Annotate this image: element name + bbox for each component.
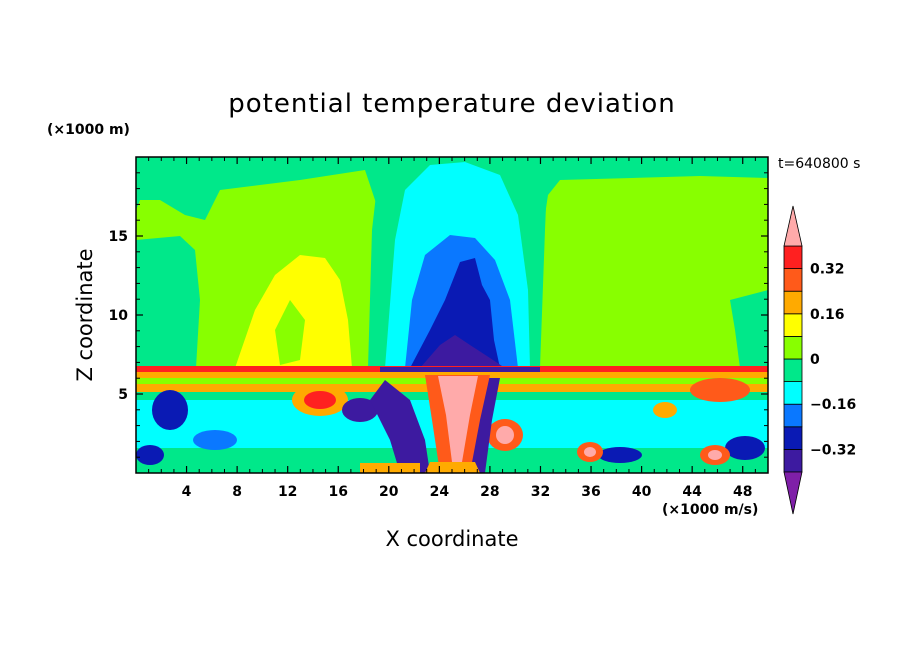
x-tick-label: 44	[682, 484, 702, 500]
chart-title: potential temperature deviation	[228, 89, 675, 119]
plot-area	[136, 157, 768, 473]
field-lower-warm-blob-3-core	[584, 447, 596, 457]
y-tick-label: 5	[118, 387, 128, 403]
y-unit-label: (×1000 m)	[47, 122, 130, 138]
field-interface-band-center	[380, 367, 540, 372]
colorbar-lower-extension	[783, 471, 803, 515]
field-right-green-plume	[730, 290, 768, 368]
x-tick-label: 16	[328, 484, 347, 500]
colorbar-segment	[783, 448, 803, 473]
field-warm-plume-green-gap	[275, 300, 305, 365]
colorbar-segment	[783, 358, 803, 383]
colorbar-tick-label: −0.16	[810, 397, 856, 413]
field-left-green-plume	[136, 236, 200, 368]
field-lower-warm-blob-1-core	[304, 391, 336, 409]
colorbar-segment	[783, 335, 803, 360]
colorbar-tick-label: 0	[810, 352, 820, 368]
field-cold-column-core	[420, 335, 505, 368]
y-axis-title: Z coordinate	[73, 248, 97, 381]
field-central-warm-plume-core	[438, 376, 478, 462]
x-tick-label: 12	[278, 484, 297, 500]
colorbar-segment	[783, 426, 803, 450]
colorbar-tick-label: 0.16	[810, 307, 845, 323]
field-lower-warm-blob-2-core	[496, 426, 514, 444]
x-tick-label: 28	[480, 484, 499, 500]
x-axis: 4 8 12 16 20 24 28 32 36 40 44 48	[148, 157, 756, 500]
colorbar-segment	[783, 313, 803, 337]
y-tick-label: 15	[109, 229, 128, 245]
y-tick-label: 10	[109, 308, 129, 324]
colorbar-segment	[783, 268, 803, 292]
x-tick-label: 8	[232, 484, 242, 500]
field-lower-warm-blob-5	[690, 378, 750, 402]
field-central-bottom-orange	[425, 462, 480, 473]
x-tick-label: 36	[581, 484, 600, 500]
x-tick-label: 4	[182, 484, 192, 500]
field-lower-cold-blob-2	[152, 390, 188, 430]
x-unit-label: (×1000 m/s)	[662, 502, 758, 518]
field-bottom-orange-strip	[360, 463, 420, 473]
field-lower-warm-blob-4-core	[708, 450, 722, 460]
x-axis-title: X coordinate	[385, 527, 518, 551]
colorbar: 0.32 0.16 0 −0.16 −0.32	[783, 205, 856, 515]
colorbar-segment	[783, 290, 803, 315]
x-tick-label: 40	[632, 484, 652, 500]
field-lower-cold-wedge	[370, 380, 430, 473]
colorbar-upper-extension	[783, 205, 803, 247]
x-tick-label: 48	[733, 484, 752, 500]
x-tick-label: 32	[531, 484, 550, 500]
field-lower-cold-blob-4	[193, 430, 237, 450]
field-lower-cold-blob-3	[136, 445, 164, 465]
y-axis: 5 10 15	[109, 172, 768, 458]
x-tick-label: 20	[379, 484, 399, 500]
field-cold-column-navy	[410, 258, 500, 368]
time-label: t=640800 s	[778, 156, 860, 172]
field-lower-cold-blob-1	[342, 398, 378, 422]
field-lower-warm-blob-6	[653, 402, 677, 418]
colorbar-tick-label: −0.32	[810, 442, 856, 458]
field-lower-cold-blob-6	[725, 436, 765, 460]
colorbar-tick-label: 0.32	[810, 262, 845, 278]
field-lower-cold-blob-5	[598, 447, 642, 463]
x-tick-label: 24	[430, 484, 450, 500]
colorbar-segment	[783, 403, 803, 428]
colorbar-segment	[783, 381, 803, 405]
colorbar-segment	[783, 245, 803, 270]
